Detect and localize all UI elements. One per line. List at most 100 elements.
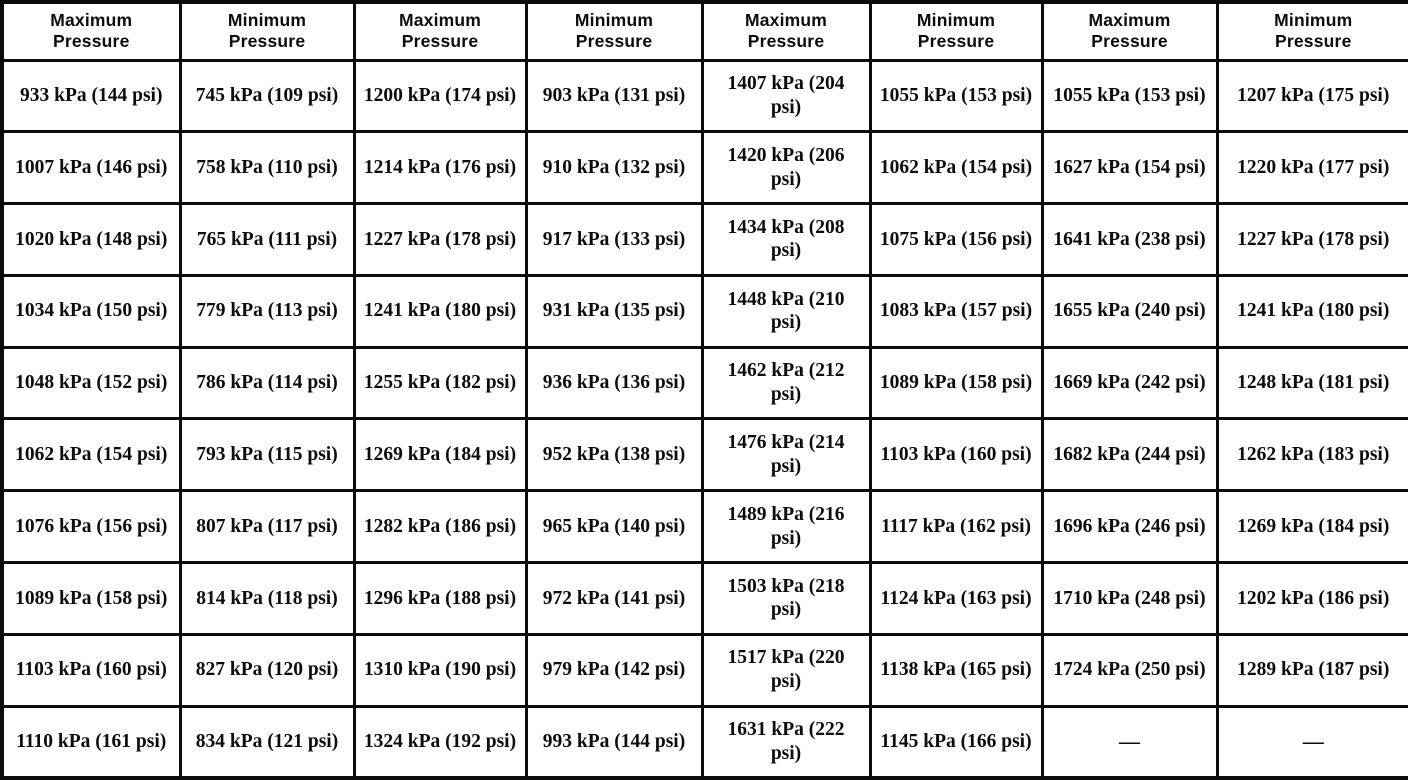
- table-cell: 903 kPa (131 psi): [524, 58, 704, 134]
- table-row: 1048 kPa (152 psi) 786 kPa (114 psi) 1255 …: [0, 345, 1408, 421]
- table-cell: 933 kPa (144 psi): [0, 58, 182, 134]
- table-cell: 965 kPa (140 psi): [524, 489, 704, 565]
- table-cell: 745 kPa (109 psi): [178, 58, 356, 134]
- table-cell: 1227 kPa (178 psi): [1215, 202, 1408, 277]
- table-header: Maximum Pressure Minimum Pressure Maximum …: [0, 0, 1408, 62]
- table-cell: 1227 kPa (178 psi): [352, 202, 528, 277]
- table-cell: 1048 kPa (152 psi): [0, 345, 182, 421]
- table-cell: 931 kPa (135 psi): [524, 273, 704, 349]
- table-cell: 1117 kPa (162 psi): [868, 489, 1044, 565]
- table-cell: 1020 kPa (148 psi): [0, 202, 182, 277]
- header-cell: Minimum Pressure: [868, 0, 1044, 62]
- table-cell: 1289 kPa (187 psi): [1215, 632, 1408, 708]
- table-cell: 1089 kPa (158 psi): [0, 561, 182, 636]
- table-cell: 1248 kPa (181 psi): [1215, 345, 1408, 421]
- table-cell: 993 kPa (144 psi): [524, 704, 704, 780]
- table-cell: 1089 kPa (158 psi): [868, 345, 1044, 421]
- table-cell: 1669 kPa (242 psi): [1040, 345, 1219, 421]
- table-cell: 1034 kPa (150 psi): [0, 273, 182, 349]
- table-body: 933 kPa (144 psi) 745 kPa (109 psi) 1200 k…: [0, 58, 1408, 780]
- table-row: 1110 kPa (161 psi) 834 kPa (121 psi) 1324 …: [0, 704, 1408, 780]
- table-cell: 779 kPa (113 psi): [178, 273, 356, 349]
- table-cell: 1214 kPa (176 psi): [352, 130, 528, 206]
- table-cell: 1138 kPa (165 psi): [868, 632, 1044, 708]
- table-cell: 1503 kPa (218 psi): [700, 561, 872, 636]
- table-cell: 1655 kPa (240 psi): [1040, 273, 1219, 349]
- table-cell: —: [1215, 704, 1408, 780]
- table-cell: 936 kPa (136 psi): [524, 345, 704, 421]
- table-cell: 765 kPa (111 psi): [178, 202, 356, 277]
- table-cell: 758 kPa (110 psi): [178, 130, 356, 206]
- table-cell: 1420 kPa (206 psi): [700, 130, 872, 206]
- table-cell: 1262 kPa (183 psi): [1215, 417, 1408, 493]
- table-cell: 793 kPa (115 psi): [178, 417, 356, 493]
- table-cell: 1207 kPa (175 psi): [1215, 58, 1408, 134]
- table-cell: 1434 kPa (208 psi): [700, 202, 872, 277]
- table-cell: 1407 kPa (204 psi): [700, 58, 872, 134]
- table-cell: 1124 kPa (163 psi): [868, 561, 1044, 636]
- table-cell: 1103 kPa (160 psi): [0, 632, 182, 708]
- header-cell: Minimum Pressure: [178, 0, 356, 62]
- table-cell: 1641 kPa (238 psi): [1040, 202, 1219, 277]
- table-cell: 827 kPa (120 psi): [178, 632, 356, 708]
- table-cell: 1200 kPa (174 psi): [352, 58, 528, 134]
- header-cell: Maximum Pressure: [352, 0, 528, 62]
- table-cell: 1255 kPa (182 psi): [352, 345, 528, 421]
- table-row: 1076 kPa (156 psi) 807 kPa (117 psi) 1282 …: [0, 489, 1408, 565]
- table-cell: 1062 kPa (154 psi): [868, 130, 1044, 206]
- table-cell: 1145 kPa (166 psi): [868, 704, 1044, 780]
- table-cell: 834 kPa (121 psi): [178, 704, 356, 780]
- table-cell: 1631 kPa (222 psi): [700, 704, 872, 780]
- table-cell: 1075 kPa (156 psi): [868, 202, 1044, 277]
- table-cell: 1489 kPa (216 psi): [700, 489, 872, 565]
- header-cell: Minimum Pressure: [524, 0, 704, 62]
- table-cell: 1724 kPa (250 psi): [1040, 632, 1219, 708]
- table-cell: 1517 kPa (220 psi): [700, 632, 872, 708]
- table-cell: 972 kPa (141 psi): [524, 561, 704, 636]
- table-row: 1020 kPa (148 psi) 765 kPa (111 psi) 1227 …: [0, 202, 1408, 277]
- table-row: 1062 kPa (154 psi) 793 kPa (115 psi) 1269 …: [0, 417, 1408, 493]
- table-cell: —: [1040, 704, 1219, 780]
- table-cell: 1682 kPa (244 psi): [1040, 417, 1219, 493]
- table-cell: 952 kPa (138 psi): [524, 417, 704, 493]
- table-cell: 1241 kPa (180 psi): [352, 273, 528, 349]
- table-cell: 1055 kPa (153 psi): [868, 58, 1044, 134]
- table-row: 1089 kPa (158 psi) 814 kPa (118 psi) 1296 …: [0, 561, 1408, 636]
- table-cell: 1696 kPa (246 psi): [1040, 489, 1219, 565]
- table-cell: 1110 kPa (161 psi): [0, 704, 182, 780]
- table-cell: 814 kPa (118 psi): [178, 561, 356, 636]
- table-cell: 979 kPa (142 psi): [524, 632, 704, 708]
- table-cell: 807 kPa (117 psi): [178, 489, 356, 565]
- table-cell: 1220 kPa (177 psi): [1215, 130, 1408, 206]
- table-row: 1034 kPa (150 psi) 779 kPa (113 psi) 1241 …: [0, 273, 1408, 349]
- table-cell: 786 kPa (114 psi): [178, 345, 356, 421]
- table-cell: 1462 kPa (212 psi): [700, 345, 872, 421]
- header-cell: Maximum Pressure: [1040, 0, 1219, 62]
- table-cell: 910 kPa (132 psi): [524, 130, 704, 206]
- table-cell: 1324 kPa (192 psi): [352, 704, 528, 780]
- header-cell: Maximum Pressure: [700, 0, 872, 62]
- header-cell: Maximum Pressure: [0, 0, 182, 62]
- table-cell: 1076 kPa (156 psi): [0, 489, 182, 565]
- table-cell: 1476 kPa (214 psi): [700, 417, 872, 493]
- table-cell: 1062 kPa (154 psi): [0, 417, 182, 493]
- table-cell: 1282 kPa (186 psi): [352, 489, 528, 565]
- table-cell: 1448 kPa (210 psi): [700, 273, 872, 349]
- table-row: 1007 kPa (146 psi) 758 kPa (110 psi) 1214 …: [0, 130, 1408, 206]
- table-cell: 1103 kPa (160 psi): [868, 417, 1044, 493]
- header-row: Maximum Pressure Minimum Pressure Maximum …: [0, 0, 1408, 62]
- table-row: 1103 kPa (160 psi) 827 kPa (120 psi) 1310 …: [0, 632, 1408, 708]
- table-cell: 1710 kPa (248 psi): [1040, 561, 1219, 636]
- table-cell: 1310 kPa (190 psi): [352, 632, 528, 708]
- table-cell: 1083 kPa (157 psi): [868, 273, 1044, 349]
- table-row: 933 kPa (144 psi) 745 kPa (109 psi) 1200 k…: [0, 58, 1408, 134]
- table-cell: 1007 kPa (146 psi): [0, 130, 182, 206]
- header-cell: Minimum Pressure: [1215, 0, 1408, 62]
- table-cell: 1627 kPa (154 psi): [1040, 130, 1219, 206]
- table-cell: 1202 kPa (186 psi): [1215, 561, 1408, 636]
- table-cell: 1241 kPa (180 psi): [1215, 273, 1408, 349]
- table-cell: 1269 kPa (184 psi): [1215, 489, 1408, 565]
- table-cell: 1269 kPa (184 psi): [352, 417, 528, 493]
